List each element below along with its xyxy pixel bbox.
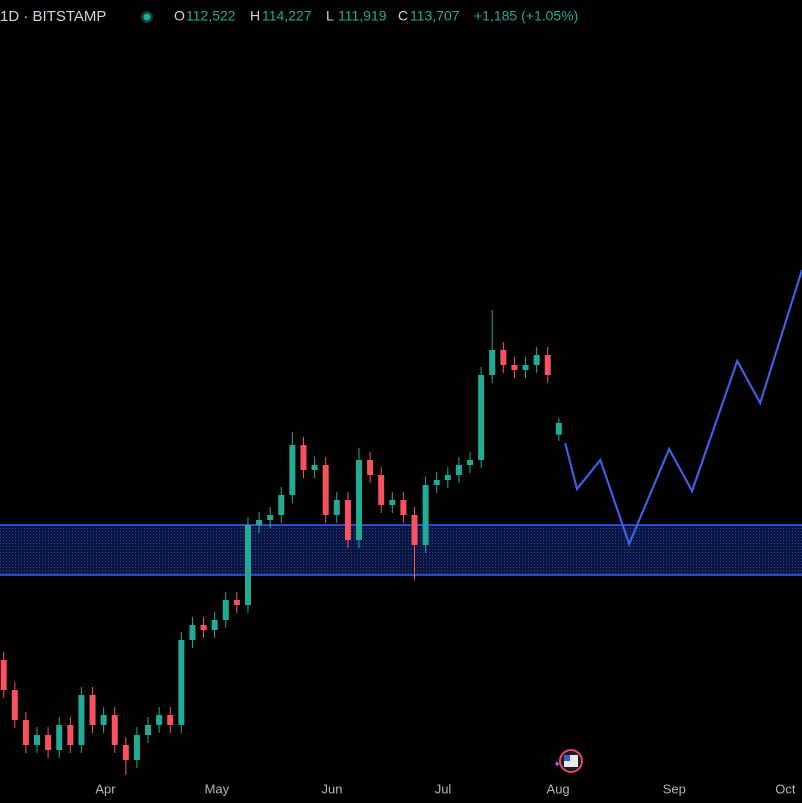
legend-label: O bbox=[174, 8, 185, 24]
candle-body bbox=[89, 695, 96, 725]
candle-body bbox=[389, 500, 396, 505]
candle-body bbox=[478, 375, 485, 460]
candle-body bbox=[367, 460, 374, 475]
legend-value: 113,707 bbox=[410, 8, 460, 24]
candle-body bbox=[378, 475, 385, 505]
candle-body bbox=[267, 515, 274, 520]
x-tick-label: Aug bbox=[547, 781, 570, 796]
plot-area bbox=[0, 269, 802, 775]
legend-value: 112,522 bbox=[186, 8, 236, 24]
candle-body bbox=[34, 735, 41, 745]
candle-body bbox=[122, 745, 129, 760]
legend-label: L bbox=[326, 8, 334, 24]
candle-body bbox=[433, 480, 440, 485]
candle-body bbox=[11, 690, 18, 720]
candle-body bbox=[78, 695, 85, 745]
candle-body bbox=[45, 735, 52, 750]
legend-label: H bbox=[250, 8, 260, 24]
x-tick-label: Jul bbox=[435, 781, 452, 796]
candle-body bbox=[522, 365, 529, 370]
x-tick-label: Oct bbox=[775, 781, 796, 796]
candle-body bbox=[189, 625, 196, 640]
candle-body bbox=[422, 485, 429, 545]
change: +1,185 (+1.05%) bbox=[474, 8, 578, 24]
candle-body bbox=[256, 520, 263, 525]
x-tick-label: Jun bbox=[321, 781, 342, 796]
candle-body bbox=[200, 625, 207, 630]
candle-body bbox=[56, 725, 63, 750]
candle-body bbox=[411, 515, 418, 545]
legend-value: 114,227 bbox=[262, 8, 312, 24]
candle-body bbox=[467, 460, 474, 465]
candle-body bbox=[22, 720, 29, 745]
candle-body bbox=[311, 465, 318, 470]
candle-body bbox=[233, 600, 240, 605]
candle-body bbox=[111, 715, 118, 745]
candle-body bbox=[244, 525, 251, 605]
candle-body bbox=[489, 350, 496, 375]
x-tick-label: Apr bbox=[95, 781, 116, 796]
candle-body bbox=[167, 715, 174, 725]
candle-body bbox=[355, 460, 362, 540]
candle-body bbox=[455, 465, 462, 475]
candle-body bbox=[400, 500, 407, 515]
candle-body bbox=[67, 725, 74, 745]
candle-body bbox=[0, 660, 7, 690]
candle-body bbox=[511, 365, 518, 370]
candle-body bbox=[300, 445, 307, 470]
candle-body bbox=[156, 715, 163, 725]
x-tick-label: May bbox=[205, 781, 230, 796]
status-dot bbox=[143, 13, 151, 21]
candle-body bbox=[322, 465, 329, 515]
legend-value: 111,919 bbox=[338, 8, 387, 24]
badge-sparkle: ✦ bbox=[553, 760, 561, 771]
candle-body bbox=[533, 355, 540, 365]
candle-body bbox=[145, 725, 152, 735]
candle-body bbox=[500, 350, 507, 365]
candle-body bbox=[555, 422, 562, 435]
candle-body bbox=[178, 640, 185, 725]
candle-body bbox=[333, 500, 340, 515]
candle-body bbox=[344, 500, 351, 540]
candle-body bbox=[544, 355, 551, 375]
chart-title: 1D · BITSTAMP bbox=[0, 8, 106, 25]
projection-line bbox=[564, 269, 802, 548]
badge: ✦ bbox=[553, 749, 583, 773]
candle-body bbox=[278, 495, 285, 515]
ohlc-legend: O 112,522 H 114,227 L 111,919 C 113,707 bbox=[174, 8, 460, 24]
candle-body bbox=[289, 445, 296, 495]
candle-body bbox=[133, 735, 140, 760]
x-tick-label: Sep bbox=[663, 781, 686, 796]
legend-label: C bbox=[398, 8, 408, 24]
candle-body bbox=[222, 600, 229, 620]
candle-body bbox=[211, 620, 218, 630]
candle-body bbox=[444, 475, 451, 480]
badge-flag-canton bbox=[564, 755, 570, 761]
candle-body bbox=[100, 715, 107, 725]
zone bbox=[0, 525, 802, 575]
